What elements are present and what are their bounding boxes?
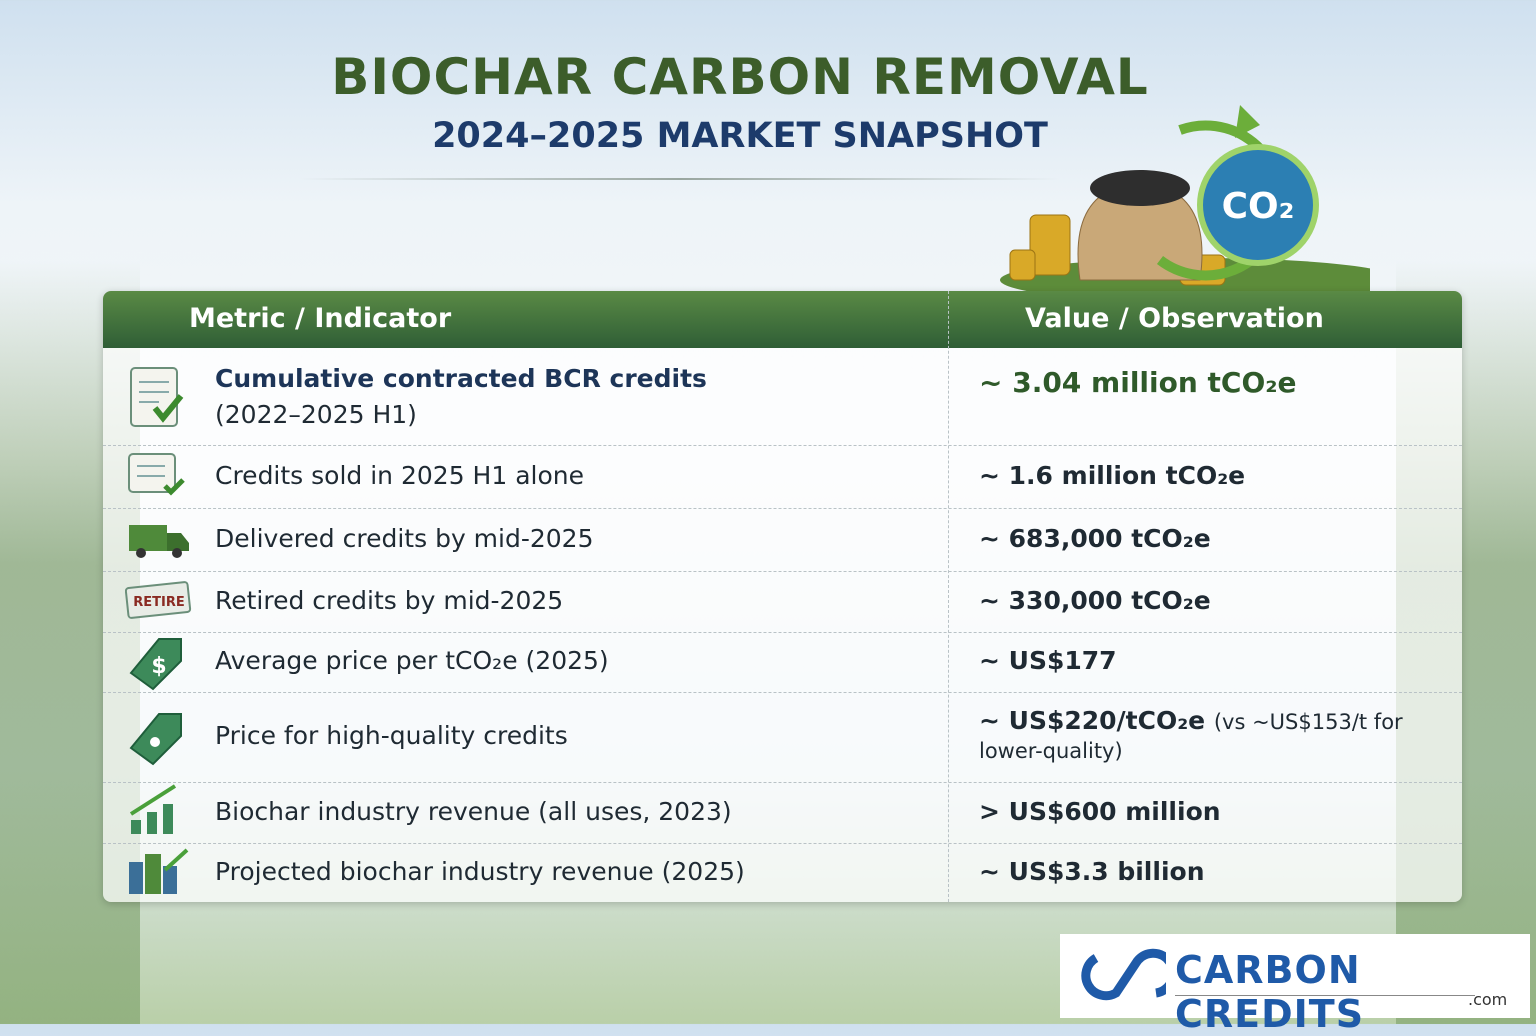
row-icon: $ [129,638,182,691]
value: ~ 3.04 million tCO₂e [979,366,1449,399]
metric-note: (2022–2025 H1) [215,400,417,429]
row-icon [128,452,185,496]
value-text: ~ US$3.3 billion [979,856,1205,886]
row-divider [103,692,1462,693]
row-icon [130,366,184,427]
value-text: ~ 3.04 million tCO₂e [979,366,1297,399]
metric: Projected biochar industry revenue (2025… [215,856,745,886]
subtitle: 2024–2025 MARKET SNAPSHOT [432,116,1048,156]
table-header: Metric / Indicator Value / Observation [103,291,1462,348]
value-text: ~ US$220/tCO₂e [979,706,1206,735]
row-divider [103,843,1462,844]
value-text: ~ 683,000 tCO₂e [979,523,1211,553]
icon-label: RETIRE [133,595,185,610]
row-icon [129,783,177,834]
row-icon [129,848,189,894]
metric: Price for high-quality credits [215,721,568,750]
co2-badge: CO₂ [1222,186,1295,227]
value: ~ US$220/tCO₂e (vs ~US$153/t for lower-q… [979,706,1449,764]
row-icon [129,713,182,766]
rule [300,178,1060,180]
value: ~ 330,000 tCO₂e [979,586,1449,615]
metric: Biochar industry revenue (all uses, 2023… [215,796,732,826]
row-divider [103,782,1462,783]
value: ~ 683,000 tCO₂e [979,524,1449,553]
metric: Delivered credits by mid-2025 [215,523,594,553]
column-divider [948,291,949,902]
logo: CARBON CREDITS .com [1060,934,1530,1036]
metric: Credits sold in 2025 H1 alone [215,460,584,490]
row-divider [103,632,1462,633]
logo-domain: .com [1468,990,1508,1009]
table: Metric / Indicator Value / Observation C… [103,291,1462,902]
value-text: ~ US$177 [979,646,1117,675]
logo-mark [1081,948,1166,1001]
value: > US$600 million [979,797,1449,826]
metric: Retired credits by mid-2025 [215,585,564,615]
row-divider [103,508,1462,509]
row-icon [129,524,189,558]
metric: Cumulative contracted BCR credits [215,364,707,393]
value-text: ~ 330,000 tCO₂e [979,585,1211,615]
svg-text:$: $ [151,654,166,679]
value: ~ 1.6 million tCO₂e [979,461,1449,490]
value-note: (vs ~US$153/t for lower-quality) [979,710,1403,763]
value: ~ US$177 [979,646,1449,675]
title: BIOCHAR CARBON REMOVAL [331,48,1149,106]
value: ~ US$3.3 billion [979,857,1449,886]
row-divider [103,571,1462,572]
logo-rule [1175,995,1475,996]
row-icon: RETIRE [125,580,192,619]
value-text: ~ 1.6 million tCO₂e [979,460,1246,490]
value-text: > US$600 million [979,796,1221,826]
header-cell: Metric / Indicator [189,303,452,334]
metric: Average price per tCO₂e (2025) [215,646,609,675]
row-divider [103,445,1462,446]
header-cell: Value / Observation [1025,303,1324,334]
illustration: CO₂ [1000,105,1370,300]
